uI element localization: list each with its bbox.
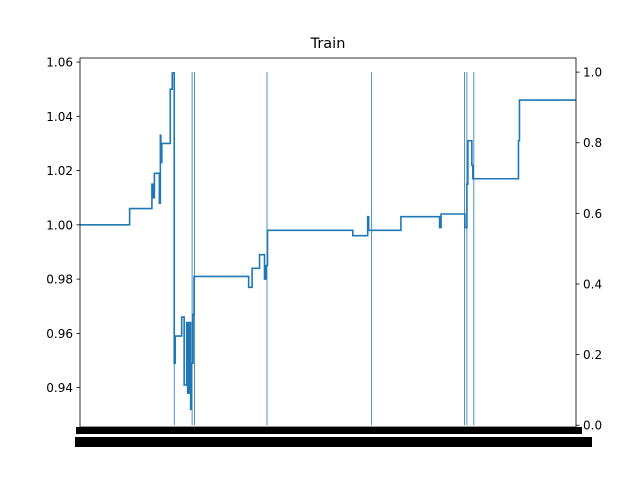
series-line xyxy=(80,72,576,411)
y-right-tick-label: 0.4 xyxy=(583,277,602,291)
plot-frame xyxy=(79,57,577,428)
y-left-tick-label: 1.06 xyxy=(46,56,73,70)
y-right-tick-label: 0.6 xyxy=(583,207,602,221)
y-right-tick-label: 0.8 xyxy=(583,136,602,150)
y-axis-left-ticks: 0.94 0.96 0.98 1.00 1.02 1.04 1.06 xyxy=(46,56,80,395)
y-left-tick-label: 1.02 xyxy=(46,164,73,178)
y-right-tick-label: 1.0 xyxy=(583,66,602,80)
x-tick-band xyxy=(76,427,582,434)
y-left-tick-label: 1.00 xyxy=(46,218,73,232)
y-left-tick-label: 0.98 xyxy=(46,273,73,287)
x-tick-label-band xyxy=(75,437,592,447)
y-right-tick-label: 0.0 xyxy=(583,419,602,433)
y-left-tick-label: 0.96 xyxy=(46,327,73,341)
y-left-tick-label: 0.94 xyxy=(46,381,73,395)
y-right-tick-label: 0.2 xyxy=(583,348,602,362)
y-axis-right-ticks: 0.0 0.2 0.4 0.6 0.8 1.0 xyxy=(576,66,602,433)
x-axis-ticks xyxy=(75,427,592,447)
chart-title: Train xyxy=(310,36,346,52)
y-left-tick-label: 1.04 xyxy=(46,110,73,124)
